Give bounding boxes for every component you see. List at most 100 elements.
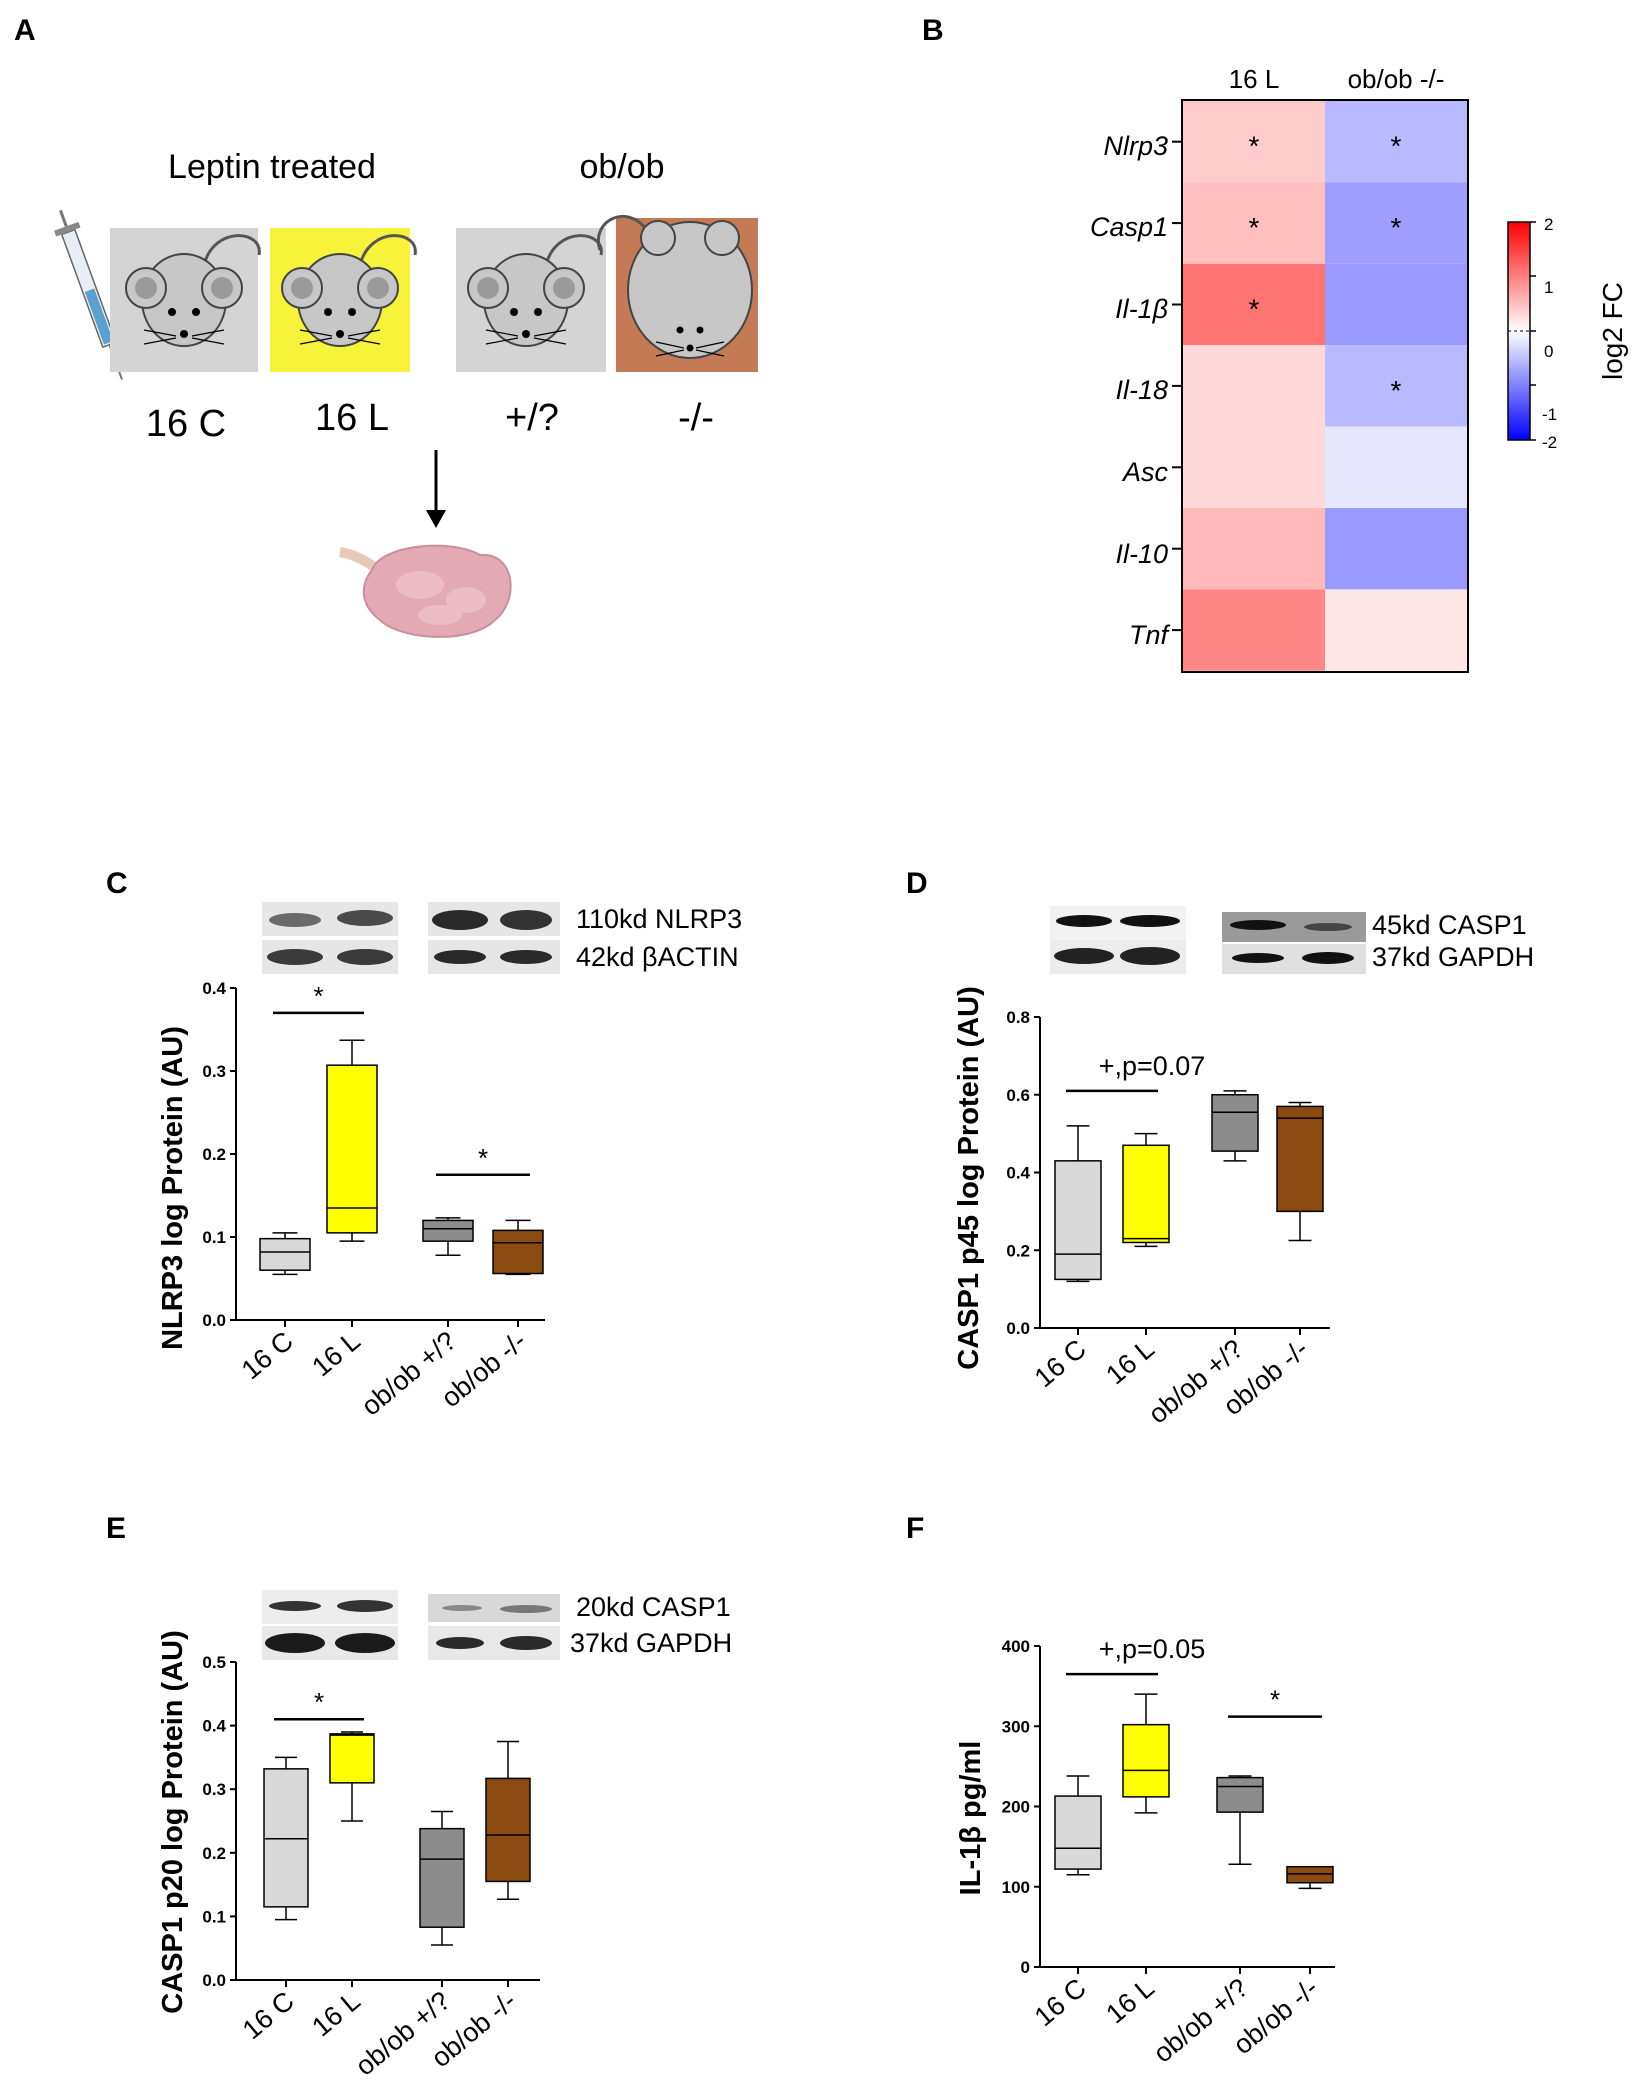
heatmap-column-label: 16 L [1229, 64, 1280, 94]
heatmap-row-label: Tnf [1129, 620, 1171, 650]
panel-e-boxplot: CASP1 p20 log Protein (AU) 0.0 0.1 0.2 0.3 0… [157, 1630, 540, 2081]
box [1211, 1094, 1259, 1152]
blot-band [1232, 953, 1284, 963]
x-tick-label: 16 L [1100, 1973, 1160, 2030]
blot-band [267, 949, 323, 965]
y-tick-label: 0.6 [1006, 1086, 1030, 1105]
y-axis-label: IL-1β pg/ml [955, 1741, 987, 1896]
heatmap-row-label: Il-10 [1115, 539, 1168, 569]
y-tick-label: 200 [1002, 1798, 1030, 1817]
blot-band [1230, 920, 1286, 930]
box [329, 1733, 375, 1784]
significance-label: +,p=0.05 [1099, 1634, 1206, 1664]
heatmap-cell [1325, 101, 1467, 183]
heatmap-cell [1325, 589, 1467, 671]
heatmap-column-label: ob/ob -/- [1348, 64, 1445, 94]
obese-mouse-icon [596, 214, 753, 359]
panel-label-f: F [906, 1512, 924, 1545]
blot-band [500, 950, 552, 964]
blot-band [269, 1601, 321, 1611]
heatmap-cell [1183, 101, 1325, 183]
box [419, 1827, 465, 1928]
colorbar-tick-label: 0 [1544, 342, 1553, 361]
blot-band [500, 1636, 552, 1650]
y-tick-label: 0.0 [1006, 1319, 1030, 1338]
mouse-label-het: +/? [505, 397, 559, 439]
panel-label-b: B [922, 14, 944, 47]
y-tick-label: 0.4 [1006, 1164, 1030, 1183]
mouse-label-16l: 16 L [315, 397, 389, 439]
panel-d-boxplot: CASP1 p45 log Protein (AU) 0.0 0.2 0.4 0.6 0… [953, 986, 1330, 1429]
blot-band [1304, 923, 1352, 931]
heatmap-row-labels: Nlrp3 Casp1 Il-1β Il-18 Asc Il-10 Tnf [1090, 131, 1171, 650]
significance-star: * [1249, 294, 1260, 325]
panel-b-heatmap: 16 L ob/ob -/- Nlrp3 Casp1 Il-1β Il-18 A… [1090, 64, 1628, 673]
box [1216, 1776, 1264, 1813]
y-tick-label: 0.4 [202, 1717, 226, 1736]
significance-label: * [314, 1687, 324, 1717]
blot-band [500, 910, 552, 930]
box [1122, 1144, 1170, 1244]
y-tick-label: 0.0 [202, 1311, 226, 1330]
y-tick-label: 0.2 [202, 1145, 226, 1164]
box [1122, 1723, 1170, 1798]
y-tick-label: 0.0 [202, 1971, 226, 1990]
blot-c: 110kd NLRP3 42kd βACTIN [262, 902, 742, 974]
significance-label: * [478, 1143, 488, 1173]
heatmap-cell [1325, 263, 1467, 346]
y-tick-label: 0.5 [202, 1653, 226, 1672]
colorbar-tick-label: -2 [1542, 433, 1557, 452]
blot-band [337, 1600, 393, 1612]
blot-label: 110kd NLRP3 [576, 904, 742, 934]
heatmap-frame [1181, 99, 1469, 673]
panel-label-e: E [106, 1512, 126, 1545]
heatmap-cell [1325, 426, 1467, 508]
y-tick-label: 0 [1021, 1958, 1030, 1977]
colorbar-ticks: 2 1 0 -1 -2 [1508, 215, 1557, 452]
colorbar-label: log2 FC [1597, 282, 1628, 380]
colorbar-tick-label: -1 [1542, 405, 1557, 424]
significance-star: * [1249, 131, 1260, 162]
blot-band [1120, 947, 1180, 965]
y-tick-label: 0.3 [202, 1062, 226, 1081]
significance-star: * [1391, 375, 1402, 406]
x-tick-label: 16 C [1029, 1334, 1092, 1394]
blot-label: 20kd CASP1 [576, 1592, 731, 1622]
heatmap-cell [1325, 508, 1467, 590]
box [259, 1237, 311, 1271]
x-tick-label: 16 L [1100, 1334, 1160, 1391]
significance-label: +,p=0.07 [1099, 1051, 1206, 1081]
panel-a-schematic: Leptin treated ob/ob [54, 148, 758, 638]
blot-label: 37kd GAPDH [1372, 942, 1534, 972]
box [326, 1064, 378, 1234]
blot-band [337, 949, 393, 965]
blot-label: 42kd βACTIN [576, 942, 739, 972]
group-label-obob: ob/ob [579, 148, 664, 186]
heatmap-cell [1183, 182, 1325, 264]
heatmap-row-label: Il-18 [1115, 375, 1168, 405]
blot-label: 37kd GAPDH [570, 1628, 732, 1658]
blot-band [269, 913, 321, 927]
blot-e: 20kd CASP1 37kd GAPDH [262, 1590, 732, 1660]
x-tick-label: 16 L [306, 1986, 366, 2043]
panel-f-boxplot: IL-1β pg/ml 0 100 200 300 400 16 C 16 Lob/ob +… [955, 1634, 1335, 2068]
blot-band [436, 1637, 484, 1649]
blot-band [337, 910, 393, 926]
significance-label: * [1270, 1685, 1280, 1715]
mouse-icon [467, 234, 603, 347]
blot-d: 45kd CASP1 37kd GAPDH [1050, 906, 1534, 974]
panel-c-boxplot: NLRP3 log Protein (AU) 0.0 0.1 0.2 0.3 0.4 16… [157, 979, 545, 1421]
x-tick-label: ob/ob +/? [356, 1326, 462, 1422]
panel-label-d: D [906, 867, 928, 900]
x-tick-label: 16 C [1029, 1973, 1092, 2033]
blot-label: 45kd CASP1 [1372, 910, 1527, 940]
box [1054, 1160, 1102, 1281]
heatmap-cell [1183, 263, 1325, 346]
box [492, 1229, 544, 1275]
y-tick-label: 400 [1002, 1637, 1030, 1656]
blot-band [500, 1605, 552, 1613]
blot-band [335, 1633, 395, 1653]
significance-star: * [1391, 131, 1402, 162]
significance-star: * [1391, 212, 1402, 243]
x-tick-label: 16 C [236, 1326, 299, 1386]
